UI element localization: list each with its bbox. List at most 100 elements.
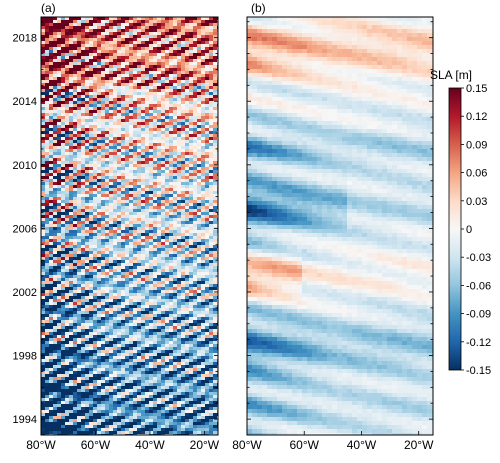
heatmap-cell [149, 209, 154, 213]
heatmap-cell [65, 326, 70, 330]
heatmap-cell [189, 143, 194, 147]
heatmap-cell [97, 224, 102, 228]
heatmap-cell [77, 119, 82, 123]
heatmap-cell [65, 221, 70, 225]
heatmap-cell [205, 305, 210, 309]
heatmap-cell [69, 245, 74, 249]
heatmap-cell [141, 146, 146, 150]
heatmap-cell [65, 227, 70, 231]
heatmap-cell [209, 281, 214, 285]
heatmap-cell [205, 107, 210, 111]
heatmap-cell [185, 125, 190, 129]
heatmap-cell [109, 143, 114, 147]
heatmap-cell [145, 257, 150, 261]
heatmap-cell [209, 56, 214, 60]
heatmap-cell [133, 257, 138, 261]
heatmap-cell [125, 80, 130, 84]
heatmap-cell [49, 221, 54, 225]
heatmap-cell [45, 332, 50, 336]
heatmap-cell [181, 92, 186, 96]
heatmap-cell [105, 119, 110, 123]
heatmap-cell [181, 311, 186, 315]
heatmap-cell [177, 92, 182, 96]
heatmap-cell [69, 161, 74, 165]
heatmap-cell [41, 230, 46, 234]
heatmap-cell [137, 182, 142, 186]
heatmap-cell [141, 293, 146, 297]
heatmap-cell [117, 89, 122, 93]
heatmap-cell [73, 119, 78, 123]
heatmap-cell [81, 227, 86, 231]
heatmap-cell [153, 317, 158, 321]
heatmap-cell [77, 98, 82, 102]
heatmap-cell [213, 149, 218, 153]
heatmap-cell [89, 65, 94, 69]
heatmap-cell [121, 77, 126, 81]
heatmap-cell [205, 59, 210, 63]
heatmap-cell [121, 218, 126, 222]
heatmap-cell [125, 242, 130, 246]
heatmap-cell [209, 272, 214, 276]
heatmap-cell [201, 80, 206, 84]
heatmap-cell [193, 281, 198, 285]
heatmap-cell [45, 323, 50, 327]
heatmap-cell [81, 302, 86, 306]
heatmap-cell [85, 260, 90, 264]
heatmap-cell [173, 263, 178, 267]
heatmap-cell [53, 254, 58, 258]
heatmap-cell [61, 149, 66, 153]
heatmap-cell [65, 89, 70, 93]
heatmap-cell [85, 332, 90, 336]
heatmap-cell [197, 77, 202, 81]
heatmap-cell [89, 20, 94, 24]
heatmap-cell [49, 134, 54, 138]
heatmap-cell [121, 38, 126, 42]
heatmap-cell [153, 305, 158, 309]
heatmap-cell [205, 128, 210, 132]
heatmap-cell [45, 110, 50, 114]
heatmap-cell [121, 323, 126, 327]
heatmap-cell [49, 41, 54, 45]
heatmap-cell [213, 308, 218, 312]
heatmap-cell [145, 131, 150, 135]
heatmap-cell [197, 275, 202, 279]
heatmap-cell [97, 110, 102, 114]
heatmap-cell [213, 110, 218, 114]
heatmap-cell [173, 110, 178, 114]
heatmap-cell [89, 104, 94, 108]
heatmap-cell [81, 173, 86, 177]
heatmap-cell [161, 206, 166, 210]
heatmap-cell [193, 89, 198, 93]
heatmap-cell [185, 293, 190, 297]
heatmap-cell [65, 266, 70, 270]
heatmap-cell [97, 206, 102, 210]
heatmap-cell [145, 26, 150, 30]
heatmap-cell [125, 311, 130, 315]
heatmap-cell [141, 20, 146, 24]
heatmap-cell [173, 191, 178, 195]
heatmap-cell [65, 80, 70, 84]
heatmap-cell [89, 167, 94, 171]
heatmap-cell [53, 323, 58, 327]
heatmap-cell [177, 23, 182, 27]
heatmap-cell [53, 329, 58, 333]
heatmap-cell [121, 245, 126, 249]
heatmap-cell [121, 275, 126, 279]
heatmap-cell [73, 170, 78, 174]
heatmap-cell [133, 203, 138, 207]
heatmap-cell [173, 134, 178, 138]
heatmap-cell [125, 227, 130, 231]
heatmap-cell [209, 134, 214, 138]
heatmap-cell [165, 281, 170, 285]
heatmap-cell [53, 56, 58, 60]
heatmap-cell [173, 173, 178, 177]
heatmap-cell [101, 203, 106, 207]
heatmap-cell [69, 191, 74, 195]
heatmap-cell [205, 215, 210, 219]
heatmap-cell [117, 188, 122, 192]
heatmap-cell [169, 173, 174, 177]
heatmap-cell [49, 98, 54, 102]
heatmap-cell [93, 140, 98, 144]
heatmap-cell [53, 260, 58, 264]
heatmap-cell [213, 50, 218, 54]
